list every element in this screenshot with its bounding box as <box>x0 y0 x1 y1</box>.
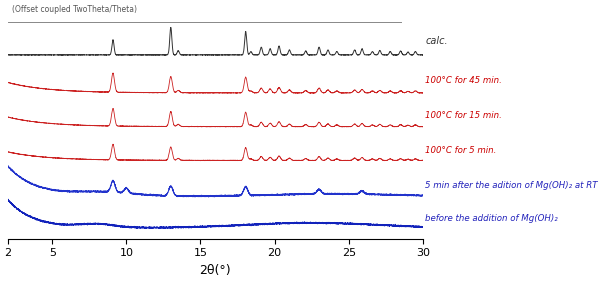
X-axis label: 2θ(°): 2θ(°) <box>199 264 231 277</box>
Text: 100°C for 5 min.: 100°C for 5 min. <box>425 146 497 155</box>
Text: 100°C for 45 min.: 100°C for 45 min. <box>425 76 502 85</box>
Text: (Offset coupled TwoTheta/Theta): (Offset coupled TwoTheta/Theta) <box>12 5 137 14</box>
Text: 5 min after the adition of Mg(OH)₂ at RT: 5 min after the adition of Mg(OH)₂ at RT <box>425 181 598 190</box>
Text: calc.: calc. <box>425 36 448 46</box>
Text: 100°C for 15 min.: 100°C for 15 min. <box>425 111 502 120</box>
Text: before the addition of Mg(OH)₂: before the addition of Mg(OH)₂ <box>425 214 558 223</box>
